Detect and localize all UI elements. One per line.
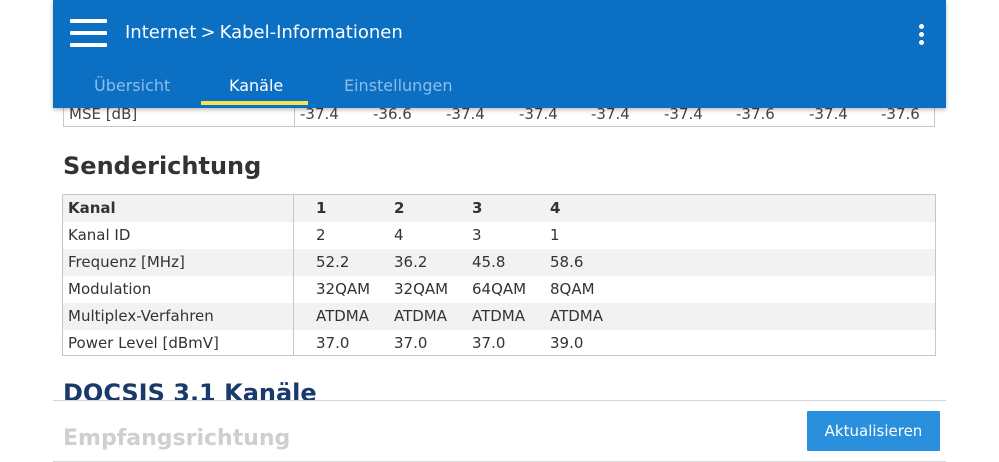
table-cell: 2 [316,226,326,244]
table-cell: 1 [550,226,560,244]
table-row: Power Level [dBmV] 37.0 37.0 37.0 39.0 [63,330,935,357]
menu-icon[interactable] [70,19,108,49]
header-cell: 1 [316,199,327,217]
mse-value: -37.4 [446,105,485,123]
table-divider [293,195,294,355]
header-cell: 4 [550,199,561,217]
mse-value: -37.4 [591,105,630,123]
tab-kanaele[interactable]: Kanäle [229,76,284,95]
mse-value: -37.4 [664,105,703,123]
breadcrumb: Internet > Kabel-Informationen [125,22,403,43]
section-title-senderichtung: Senderichtung [63,152,262,180]
table-cell: ATDMA [472,307,526,325]
table-cell: 32QAM [394,280,449,298]
table-cell: 64QAM [472,280,527,298]
mse-value: -36.6 [373,105,412,123]
tab-uebersicht[interactable]: Übersicht [94,76,171,95]
table-cell: 39.0 [550,334,584,352]
mse-value: -37.6 [736,105,775,123]
table-cell: 36.2 [394,253,428,271]
more-options-icon[interactable] [914,22,928,48]
breadcrumb-separator-icon: > [200,22,216,43]
table-cell: ATDMA [394,307,448,325]
header-cell: 2 [394,199,405,217]
table-cell: 3 [472,226,482,244]
row-label: Frequenz [MHz] [68,253,185,271]
table-cell: 37.0 [472,334,506,352]
breadcrumb-parent[interactable]: Internet [125,22,197,43]
table-cell: 37.0 [394,334,428,352]
table-cell: ATDMA [316,307,370,325]
table-cell: 58.6 [550,253,584,271]
mse-value: -37.4 [300,105,339,123]
row-label: Power Level [dBmV] [68,334,219,352]
mse-value: -37.4 [519,105,558,123]
section-title-empfangsrichtung: Empfangsrichtung [63,426,291,451]
table-row: Kanal ID 2 4 3 1 [63,222,935,249]
table-cell: 8QAM [550,280,595,298]
app-header: Internet > Kabel-Informationen Übersicht K… [53,0,946,108]
refresh-button[interactable]: Aktualisieren [807,411,940,451]
active-tab-indicator [201,101,308,105]
tab-einstellungen[interactable]: Einstellungen [344,76,453,95]
row-label: Kanal ID [68,226,131,244]
bottom-action-bar: Empfangsrichtung Aktualisieren [53,400,946,462]
table-cell: ATDMA [550,307,604,325]
table-row: Modulation 32QAM 32QAM 64QAM 8QAM [63,276,935,303]
row-label: Multiplex-Verfahren [68,307,214,325]
table-divider [294,100,295,126]
breadcrumb-current: Kabel-Informationen [219,22,403,43]
table-cell: 37.0 [316,334,350,352]
table-row: Multiplex-Verfahren ATDMA ATDMA ATDMA AT… [63,303,935,330]
table-cell: 45.8 [472,253,506,271]
table-cell: 52.2 [316,253,350,271]
mse-label: MSE [dB] [69,105,138,123]
header-cell: 3 [472,199,483,217]
senderichtung-table: Kanal 1 2 3 4 Kanal ID 2 4 3 1 Frequenz … [62,194,936,356]
table-row: Frequenz [MHz] 52.2 36.2 45.8 58.6 [63,249,935,276]
table-cell: 32QAM [316,280,371,298]
table-cell: 4 [394,226,404,244]
row-label: Modulation [68,280,152,298]
mse-value: -37.6 [881,105,920,123]
table-header-row: Kanal 1 2 3 4 [63,195,935,222]
header-label: Kanal [68,199,116,217]
mse-value: -37.4 [809,105,848,123]
